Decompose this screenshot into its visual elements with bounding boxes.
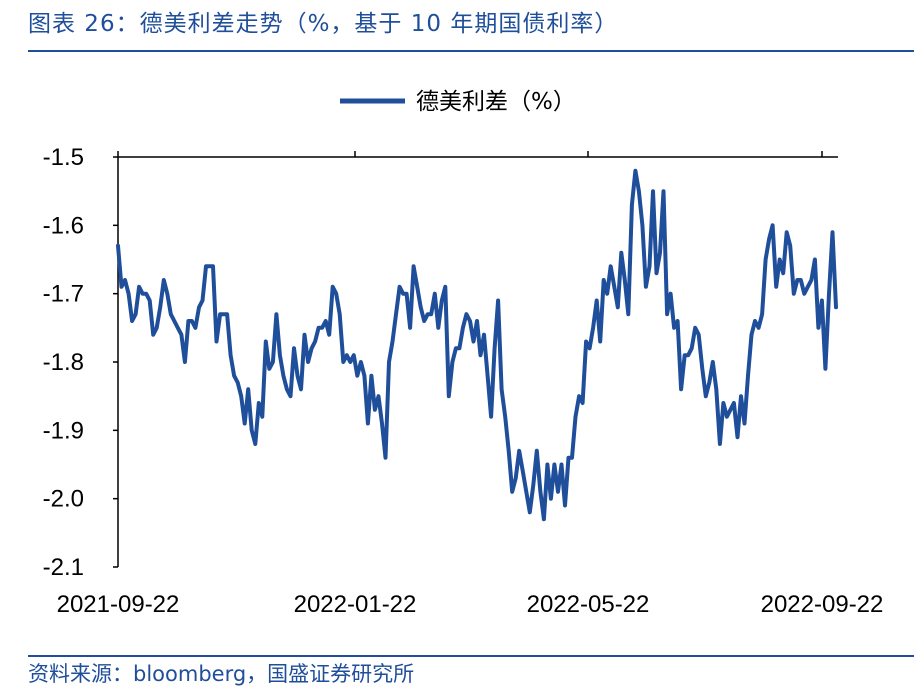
y-tick-label: -1.9 [43, 417, 84, 444]
series-line-de-us-spread [116, 168, 838, 522]
y-tick-label: -2.1 [43, 554, 84, 581]
x-tick-label: 2022-05-22 [527, 591, 650, 618]
legend: 德美利差（%） [340, 89, 576, 115]
y-tick-label: -1.8 [43, 349, 84, 376]
y-tick-label: -1.5 [43, 144, 84, 171]
chart-title: 图表 26：德美利差走势（%，基于 10 年期国债利率） [28, 11, 619, 37]
x-tick-label: 2021-09-22 [57, 591, 180, 618]
y-axis-labels: -1.5 -1.6 -1.7 -1.8 -1.9 -2.0 -2.1 [43, 144, 84, 581]
x-tick-label: 2022-01-22 [294, 591, 417, 618]
source-note: 资料来源：bloomberg，国盛证券研究所 [28, 662, 415, 686]
legend-label: 德美利差（%） [416, 89, 576, 115]
header-divider [28, 50, 914, 52]
y-tick-label: -1.7 [43, 281, 84, 308]
x-axis-labels: 2021-09-22 2022-01-22 2022-05-22 2022-09-22 [57, 591, 884, 618]
x-tick-label: 2022-09-22 [761, 591, 884, 618]
axes [113, 151, 838, 568]
footer-divider [28, 655, 914, 657]
y-tick-label: -1.6 [43, 212, 84, 239]
y-tick-label: -2.0 [43, 486, 84, 513]
